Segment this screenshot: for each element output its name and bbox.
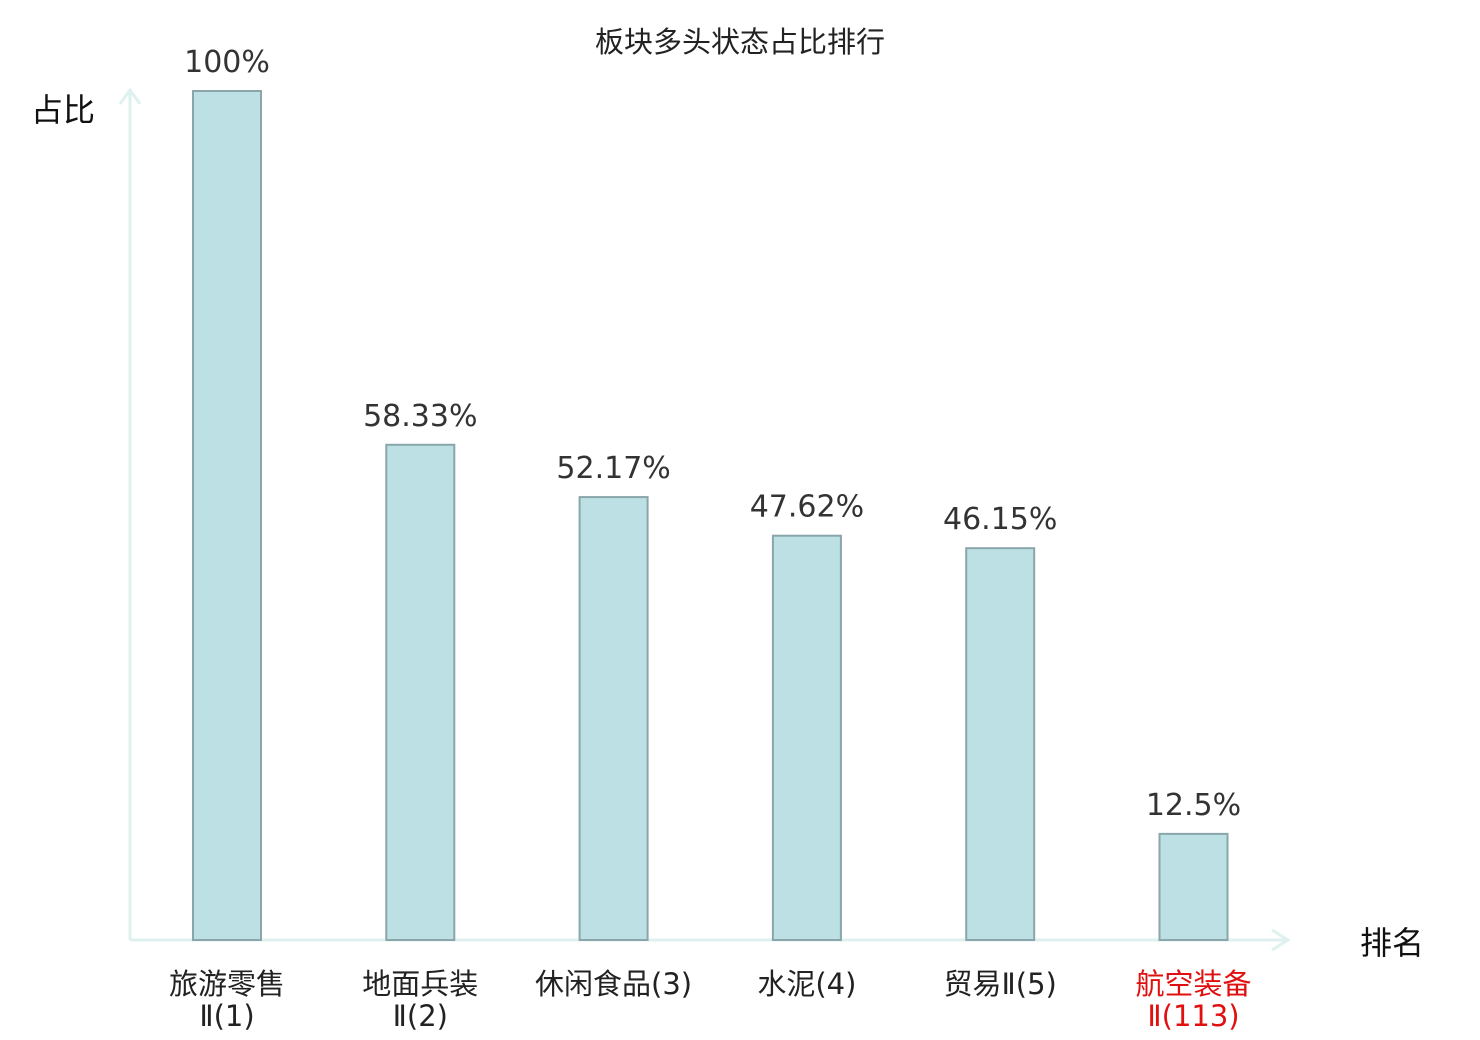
x-axis (130, 928, 1291, 952)
chart-title: 板块多头状态占比排行 (595, 25, 885, 59)
value-label-1: 100% (184, 45, 270, 80)
category-label-4: 水泥(4) (757, 967, 856, 1001)
value-label-5: 46.15% (943, 502, 1057, 537)
y-axis-label: 占比 (31, 91, 95, 129)
bar-4 (771, 534, 842, 941)
category-label-5: 贸易Ⅱ(5) (944, 967, 1057, 1001)
bar-5 (965, 547, 1036, 942)
bar-3 (578, 496, 649, 941)
x-axis-label: 排名 (1360, 924, 1424, 962)
category-label-3: 休闲食品(3) (535, 967, 692, 1001)
value-label-4: 47.62% (750, 490, 864, 525)
value-labels-group: 100% 58.33% 52.17% 47.62% 46.15% 12.5% (184, 45, 1241, 823)
value-label-3: 52.17% (556, 451, 670, 486)
bar-2 (385, 443, 456, 941)
bar-1 (192, 90, 262, 941)
category-labels-group: 旅游零售 Ⅱ(1) 地面兵装 Ⅱ(2) 休闲食品(3) 水泥(4) 贸易Ⅱ(5) 航空装备 Ⅱ(… (169, 967, 1252, 1033)
bar-6 (1158, 832, 1229, 941)
category-label-6: 航空装备 Ⅱ(113) (1135, 967, 1251, 1033)
bars-group (192, 90, 1229, 942)
category-label-1: 旅游零售 Ⅱ(1) (169, 967, 285, 1033)
value-label-6: 12.5% (1146, 788, 1241, 823)
category-label-2: 地面兵装 Ⅱ(2) (362, 967, 478, 1033)
value-label-2: 58.33% (363, 399, 477, 434)
y-axis (118, 87, 142, 940)
